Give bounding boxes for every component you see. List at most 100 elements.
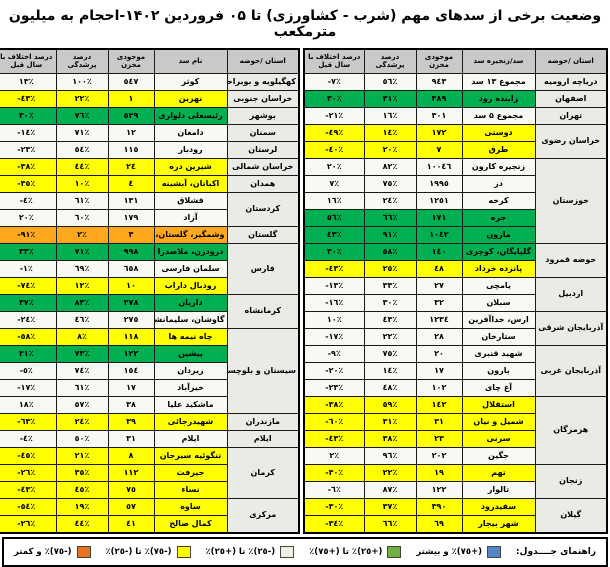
diff-previous-year-cell: -٩١٪ bbox=[0, 225, 57, 244]
table-row: ماشکید علیا ٣٨ ٥٧٪ ١٨٪ bbox=[0, 395, 299, 414]
table-row: اردبیل یامچی ٢٧ ٣٣٪ -١٣٪ bbox=[303, 276, 608, 312]
province-cell: کرمان bbox=[226, 446, 300, 499]
dam-name-cell: کوثر bbox=[153, 72, 228, 91]
fill-percent-cell: ٥٠٪ bbox=[55, 429, 109, 448]
table-row: شهر بیجار ٦٩ ٦٦٪ -٣٤٪ bbox=[303, 514, 607, 533]
reservoir-volume-cell: ٢٣ bbox=[415, 429, 463, 448]
dam-name-cell: تهم bbox=[461, 463, 536, 482]
reservoir-volume-cell: ٩٤٣ bbox=[415, 72, 463, 91]
province-cell: اردبیل bbox=[534, 276, 608, 312]
reservoir-volume-cell: ١٩٩٥ bbox=[415, 174, 463, 193]
fill-percent-cell: ٨٧٪ bbox=[363, 480, 417, 499]
dam-name-cell: وشمگیر، گلستان، بوستان bbox=[153, 225, 228, 244]
diff-previous-year-cell: -٥٨٪ bbox=[0, 327, 57, 346]
table-row: کردستان قشلاق ١٣١ ٦١٪ -٤٪ bbox=[0, 191, 300, 227]
province-cell: اصفهان bbox=[534, 89, 608, 108]
province-cell: هرمزگان bbox=[534, 395, 608, 465]
fill-percent-cell: ٥٩٪ bbox=[363, 395, 417, 414]
column-header: نام سد bbox=[153, 48, 228, 74]
reservoir-volume-cell: ١٠٠٤٦ bbox=[415, 157, 463, 176]
fill-percent-cell: ٧٦٪ bbox=[55, 106, 109, 125]
diff-previous-year-cell: -٦٠٪ bbox=[303, 412, 365, 431]
header-row: استان /حوضه نام سد موجودی مخزن درصد پرشدگی د… bbox=[0, 48, 300, 74]
dam-name-cell: نهرین bbox=[153, 89, 228, 108]
fill-percent-cell: ١٠٠٪ bbox=[55, 72, 109, 91]
table-row: شمیل و نیان ٣١ ٣١٪ -٦٠٪ bbox=[303, 412, 607, 431]
province-cell: کهگیلویه و بویراحمد bbox=[226, 72, 300, 91]
reservoir-volume-cell: ٦٥٨ bbox=[107, 259, 155, 278]
fill-percent-cell: ٢٢٪ bbox=[55, 89, 109, 108]
diff-previous-year-cell: -٤٥٪ bbox=[0, 446, 57, 465]
reservoir-volume-cell: ٨ bbox=[107, 446, 155, 465]
dam-name-cell: خیرآباد bbox=[153, 378, 228, 397]
dam-name-cell: ایلام bbox=[153, 429, 228, 448]
reservoir-volume-cell: ٤٨ bbox=[415, 259, 463, 278]
dam-name-cell: نساء bbox=[153, 480, 228, 499]
diff-previous-year-cell: -٤٩٪ bbox=[303, 123, 365, 142]
dam-name-cell: زنجیره کارون bbox=[461, 157, 536, 176]
table-row: تالوار ١٢٢ ٨٧٪ -٦٪ bbox=[303, 480, 607, 499]
diff-previous-year-cell: ٣٣٪ bbox=[0, 242, 57, 261]
dam-name-cell: شهیدرجائی bbox=[153, 412, 228, 431]
fill-percent-cell: ٨٪ bbox=[55, 327, 109, 346]
dam-name-cell: سلمان فارسی bbox=[153, 259, 228, 278]
reservoir-volume-cell: ٣١ bbox=[415, 412, 463, 431]
fill-percent-cell: ٣٨٪ bbox=[363, 429, 417, 448]
dam-name-cell: رودبال داراب bbox=[153, 276, 228, 295]
province-cell: کرمانشاه bbox=[226, 293, 300, 329]
reservoir-volume-cell: ٥٧ bbox=[107, 497, 155, 516]
table-row: هرمزگان استقلال ١٤٢ ٥٩٪ -٣٨٪ bbox=[303, 395, 608, 465]
legend-item-label: (-٢٥)٪ تا (+٢٥)٪ bbox=[205, 546, 276, 557]
reservoir-volume-cell: ٧ bbox=[415, 140, 463, 159]
reservoir-volume-cell: ٥٤٧ bbox=[107, 72, 155, 91]
table-row: خراسان جنوبی نهرین ١ ٢٢٪ -٤٣٪ bbox=[0, 89, 300, 108]
diff-previous-year-cell: ٤٣٪ bbox=[303, 225, 365, 244]
reservoir-volume-cell: ٤١ bbox=[107, 514, 155, 533]
dam-name-cell: پیشین bbox=[153, 344, 228, 363]
diff-previous-year-cell: -٢٤٪ bbox=[0, 310, 57, 329]
diff-previous-year-cell: -٢٠٪ bbox=[303, 361, 365, 380]
table-row: زیردان ١٥٤ ٧٤٪ -٥٪ bbox=[0, 361, 299, 380]
dam-name-cell: سفیدرود bbox=[461, 497, 536, 516]
column-header: موجودی مخزن bbox=[415, 48, 463, 74]
reservoir-volume-cell: ١١٨ bbox=[107, 327, 155, 346]
dam-name-cell: گاوشان، سلیمانشاه bbox=[153, 310, 228, 329]
table-row: اصفهان زاینده رود ٣٨٩ ٣١٪ ٣٠٪ bbox=[303, 89, 608, 108]
legend-item-blue: (+٧٥)٪ و بیشتر bbox=[416, 545, 502, 558]
dam-name-cell: سرنی bbox=[461, 429, 536, 448]
column-header: درصد اختلاف با سال قبل bbox=[0, 48, 57, 74]
legend-item-label: (-٧٥)٪ و کمتر bbox=[14, 546, 72, 557]
reservoir-volume-cell: ٣٨٩ bbox=[415, 89, 463, 108]
dam-name-cell: شهر بیجار bbox=[461, 514, 536, 533]
legend-item-white: (-٢٥)٪ تا (+٢٥)٪ bbox=[205, 545, 295, 558]
reservoir-volume-cell: ١٤٠ bbox=[415, 242, 463, 261]
reservoir-volume-cell: ١٥٤ bbox=[107, 361, 155, 380]
province-cell: فارس bbox=[226, 242, 300, 295]
reservoir-volume-cell: ١٧٢ bbox=[415, 123, 463, 142]
table-row: دریاچه ارومیه مجموع ۱۳ سد ٩٤٣ ٥٦٪ -٧٪ bbox=[303, 72, 608, 91]
reservoir-volume-cell: ١٢ bbox=[107, 123, 155, 142]
table-row: آذربایجان غربی شهید قنبری ٢٠ ٧٥٪ -٩٪ bbox=[303, 344, 608, 397]
tables-container: استان /حوضه سد/زنجیره سد موجودی مخزن درصد پ… bbox=[0, 48, 608, 534]
province-cell: تهران bbox=[534, 106, 608, 125]
diff-previous-year-cell: -٢٣٪ bbox=[303, 378, 365, 397]
dam-name-cell: آزاد bbox=[153, 208, 228, 227]
reservoir-volume-cell: ٧٥ bbox=[107, 480, 155, 499]
table-row: آذربایجان شرقی ارس، خداآفرین ١٢٣٤ ٤٣٪ ١٠٪ bbox=[303, 310, 608, 346]
dam-name-cell: مارون bbox=[461, 225, 536, 244]
table-row: مرکزی ساوه ٥٧ ١٩٪ -٥٤٪ bbox=[0, 497, 300, 533]
fill-percent-cell: ٤٣٪ bbox=[363, 310, 417, 329]
fill-percent-cell: ٢٤٪ bbox=[363, 191, 417, 210]
fill-percent-cell: ١٤٪ bbox=[363, 361, 417, 380]
reservoir-volume-cell: ٣٩٠ bbox=[415, 497, 463, 516]
fill-percent-cell: ٣١٪ bbox=[363, 412, 417, 431]
dam-name-cell: رئیسعلی دلواری bbox=[153, 106, 228, 125]
table-row: جیرفت ١١٢ ٣٥٪ -٢٦٪ bbox=[0, 463, 299, 482]
fill-percent-cell: ١٤٪ bbox=[363, 123, 417, 142]
fill-percent-cell: ١٢٪ bbox=[55, 276, 109, 295]
legend-swatch-blue bbox=[487, 545, 502, 558]
fill-percent-cell: ٥٤٪ bbox=[55, 140, 109, 159]
table-row: کمال صالح ٤١ ٤٤٪ -٢٦٪ bbox=[0, 514, 299, 533]
legend-item-orange: (-٧٥)٪ و کمتر bbox=[14, 545, 91, 558]
dam-name-cell: یامچی bbox=[461, 276, 536, 295]
